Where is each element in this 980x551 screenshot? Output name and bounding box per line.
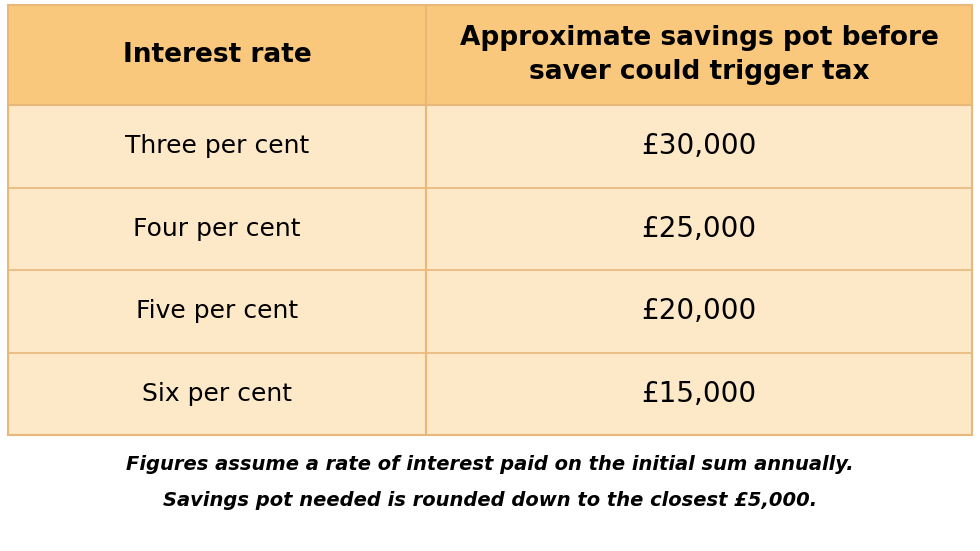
Bar bbox=[426, 353, 972, 435]
Text: £15,000: £15,000 bbox=[642, 380, 757, 408]
Text: £30,000: £30,000 bbox=[642, 132, 757, 160]
Text: Six per cent: Six per cent bbox=[142, 382, 292, 406]
Text: Approximate savings pot before
saver could trigger tax: Approximate savings pot before saver cou… bbox=[460, 25, 939, 85]
Text: Three per cent: Three per cent bbox=[125, 134, 310, 158]
Bar bbox=[426, 105, 972, 187]
Text: £20,000: £20,000 bbox=[642, 297, 757, 325]
Text: Interest rate: Interest rate bbox=[122, 42, 312, 68]
Bar bbox=[426, 187, 972, 270]
Bar bbox=[426, 270, 972, 353]
Bar bbox=[8, 187, 426, 270]
Text: £25,000: £25,000 bbox=[642, 215, 757, 243]
Bar bbox=[8, 105, 426, 187]
Text: Five per cent: Five per cent bbox=[136, 299, 298, 323]
Text: Savings pot needed is rounded down to the closest £5,000.: Savings pot needed is rounded down to th… bbox=[163, 490, 817, 510]
Bar bbox=[8, 353, 426, 435]
Bar bbox=[8, 5, 972, 105]
Bar bbox=[8, 270, 426, 353]
Text: Four per cent: Four per cent bbox=[133, 217, 301, 241]
Text: Figures assume a rate of interest paid on the initial sum annually.: Figures assume a rate of interest paid o… bbox=[126, 456, 854, 474]
